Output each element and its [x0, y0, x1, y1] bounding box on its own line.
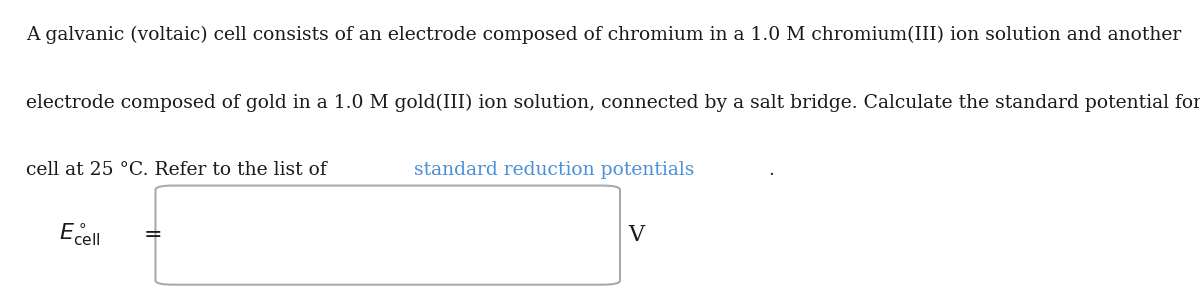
Text: =: =	[144, 224, 162, 246]
Text: A galvanic (voltaic) cell consists of an electrode composed of chromium in a 1.0: A galvanic (voltaic) cell consists of an…	[26, 25, 1181, 44]
Text: cell at 25 °C. Refer to the list of: cell at 25 °C. Refer to the list of	[26, 162, 332, 179]
Text: standard reduction potentials: standard reduction potentials	[414, 162, 695, 179]
Text: .: .	[768, 162, 774, 179]
Text: electrode composed of gold in a 1.0 M gold(III) ion solution, connected by a sal: electrode composed of gold in a 1.0 M go…	[26, 94, 1200, 112]
FancyBboxPatch shape	[156, 186, 620, 285]
Text: $E^\circ_{\mathrm{cell}}$: $E^\circ_{\mathrm{cell}}$	[59, 222, 101, 249]
Text: V: V	[629, 224, 644, 246]
